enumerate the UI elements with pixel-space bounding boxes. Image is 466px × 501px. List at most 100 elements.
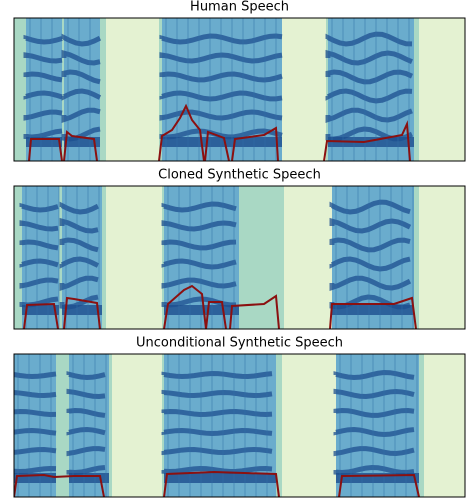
harmonic bbox=[161, 389, 273, 398]
frame-stripe bbox=[176, 18, 178, 161]
frame-stripe bbox=[335, 186, 337, 329]
harmonic bbox=[333, 465, 415, 476]
harmonic bbox=[23, 71, 63, 83]
harmonic bbox=[59, 256, 100, 269]
frame-stripe bbox=[187, 18, 189, 161]
pitch-contour bbox=[28, 138, 63, 161]
frame-stripe bbox=[401, 186, 403, 329]
pitch-contour bbox=[14, 473, 55, 497]
frame-stripe bbox=[78, 18, 80, 161]
frame-stripe bbox=[222, 354, 224, 497]
frame-stripe bbox=[200, 354, 202, 497]
frame-stripe bbox=[412, 186, 414, 329]
pitch-contour bbox=[329, 296, 417, 329]
frame-stripe bbox=[189, 354, 191, 497]
frame-stripe bbox=[379, 186, 381, 329]
frame-stripe bbox=[65, 186, 67, 329]
frame-stripe bbox=[29, 18, 31, 161]
frame-stripe bbox=[242, 18, 244, 161]
harmonic bbox=[161, 371, 273, 380]
frame-stripe bbox=[50, 354, 52, 497]
harmonic bbox=[161, 220, 237, 232]
harmonic bbox=[23, 34, 63, 45]
low-band bbox=[332, 305, 414, 315]
low-band bbox=[64, 137, 100, 147]
harmonic bbox=[161, 239, 237, 251]
harmonic bbox=[61, 33, 102, 47]
pitch-contour bbox=[53, 475, 105, 497]
frame-stripe bbox=[36, 186, 38, 329]
frame-stripe bbox=[394, 354, 396, 497]
harmonic bbox=[23, 109, 63, 121]
frame-stripe bbox=[408, 18, 410, 161]
frame-stripe bbox=[231, 18, 233, 161]
harmonic bbox=[61, 69, 101, 85]
harmonic bbox=[23, 90, 63, 100]
harmonic bbox=[59, 237, 99, 253]
frame-stripe bbox=[167, 186, 169, 329]
low-band bbox=[164, 473, 276, 483]
pitch-contour bbox=[229, 294, 280, 329]
harmonic bbox=[61, 49, 101, 66]
harmonic bbox=[161, 428, 273, 437]
harmonic bbox=[159, 33, 283, 45]
harmonic bbox=[19, 239, 59, 251]
frame-stripe bbox=[28, 354, 30, 497]
harmonic bbox=[66, 408, 106, 418]
panel-title: Human Speech bbox=[190, 0, 289, 15]
harmonic bbox=[59, 201, 100, 215]
frame-stripe bbox=[331, 18, 333, 161]
frame-stripe bbox=[342, 18, 344, 161]
frame-stripe bbox=[339, 354, 341, 497]
frame-stripe bbox=[211, 186, 213, 329]
pitch-contour bbox=[163, 470, 280, 497]
harmonic bbox=[329, 275, 412, 291]
pitch-contour bbox=[63, 130, 98, 161]
pitch-contour bbox=[323, 120, 411, 161]
frame-stripe bbox=[209, 18, 211, 161]
low-band bbox=[328, 137, 414, 147]
harmonic bbox=[19, 220, 59, 232]
frame-stripe bbox=[165, 18, 167, 161]
harmonic bbox=[66, 465, 106, 476]
frame-stripe bbox=[58, 186, 60, 329]
silence bbox=[284, 186, 332, 329]
frame-stripe bbox=[361, 354, 363, 497]
harmonic bbox=[14, 466, 57, 475]
frame-stripe bbox=[372, 354, 374, 497]
harmonic bbox=[19, 258, 59, 268]
pitch-contour bbox=[338, 473, 420, 497]
panel-title: Unconditional Synthetic Speech bbox=[136, 336, 343, 351]
silence bbox=[282, 18, 326, 161]
panel-frame bbox=[13, 17, 466, 162]
harmonic bbox=[325, 107, 413, 123]
harmonic bbox=[159, 52, 283, 64]
pitch-contour bbox=[204, 130, 230, 161]
harmonic bbox=[333, 388, 415, 399]
low-band bbox=[14, 473, 56, 483]
low-band bbox=[336, 473, 419, 483]
harmonic bbox=[325, 49, 413, 66]
harmonic bbox=[333, 446, 415, 457]
frame-stripe bbox=[72, 354, 74, 497]
frame-stripe bbox=[51, 18, 53, 161]
frame-stripe bbox=[264, 18, 266, 161]
harmonic bbox=[333, 408, 415, 418]
harmonic bbox=[61, 88, 102, 101]
silence bbox=[419, 186, 465, 329]
harmonic bbox=[161, 258, 237, 270]
frame-stripe bbox=[87, 186, 89, 329]
harmonic bbox=[66, 371, 106, 381]
harmonic bbox=[161, 466, 273, 475]
panel-frame bbox=[13, 353, 466, 498]
low-band bbox=[164, 305, 239, 315]
silence bbox=[106, 186, 162, 329]
spectrogram bbox=[13, 185, 466, 330]
low-band bbox=[69, 473, 109, 483]
frame-stripe bbox=[105, 354, 107, 497]
frame-stripe bbox=[386, 18, 388, 161]
frame-stripe bbox=[40, 18, 42, 161]
frame-stripe bbox=[178, 186, 180, 329]
frame-stripe bbox=[189, 186, 191, 329]
